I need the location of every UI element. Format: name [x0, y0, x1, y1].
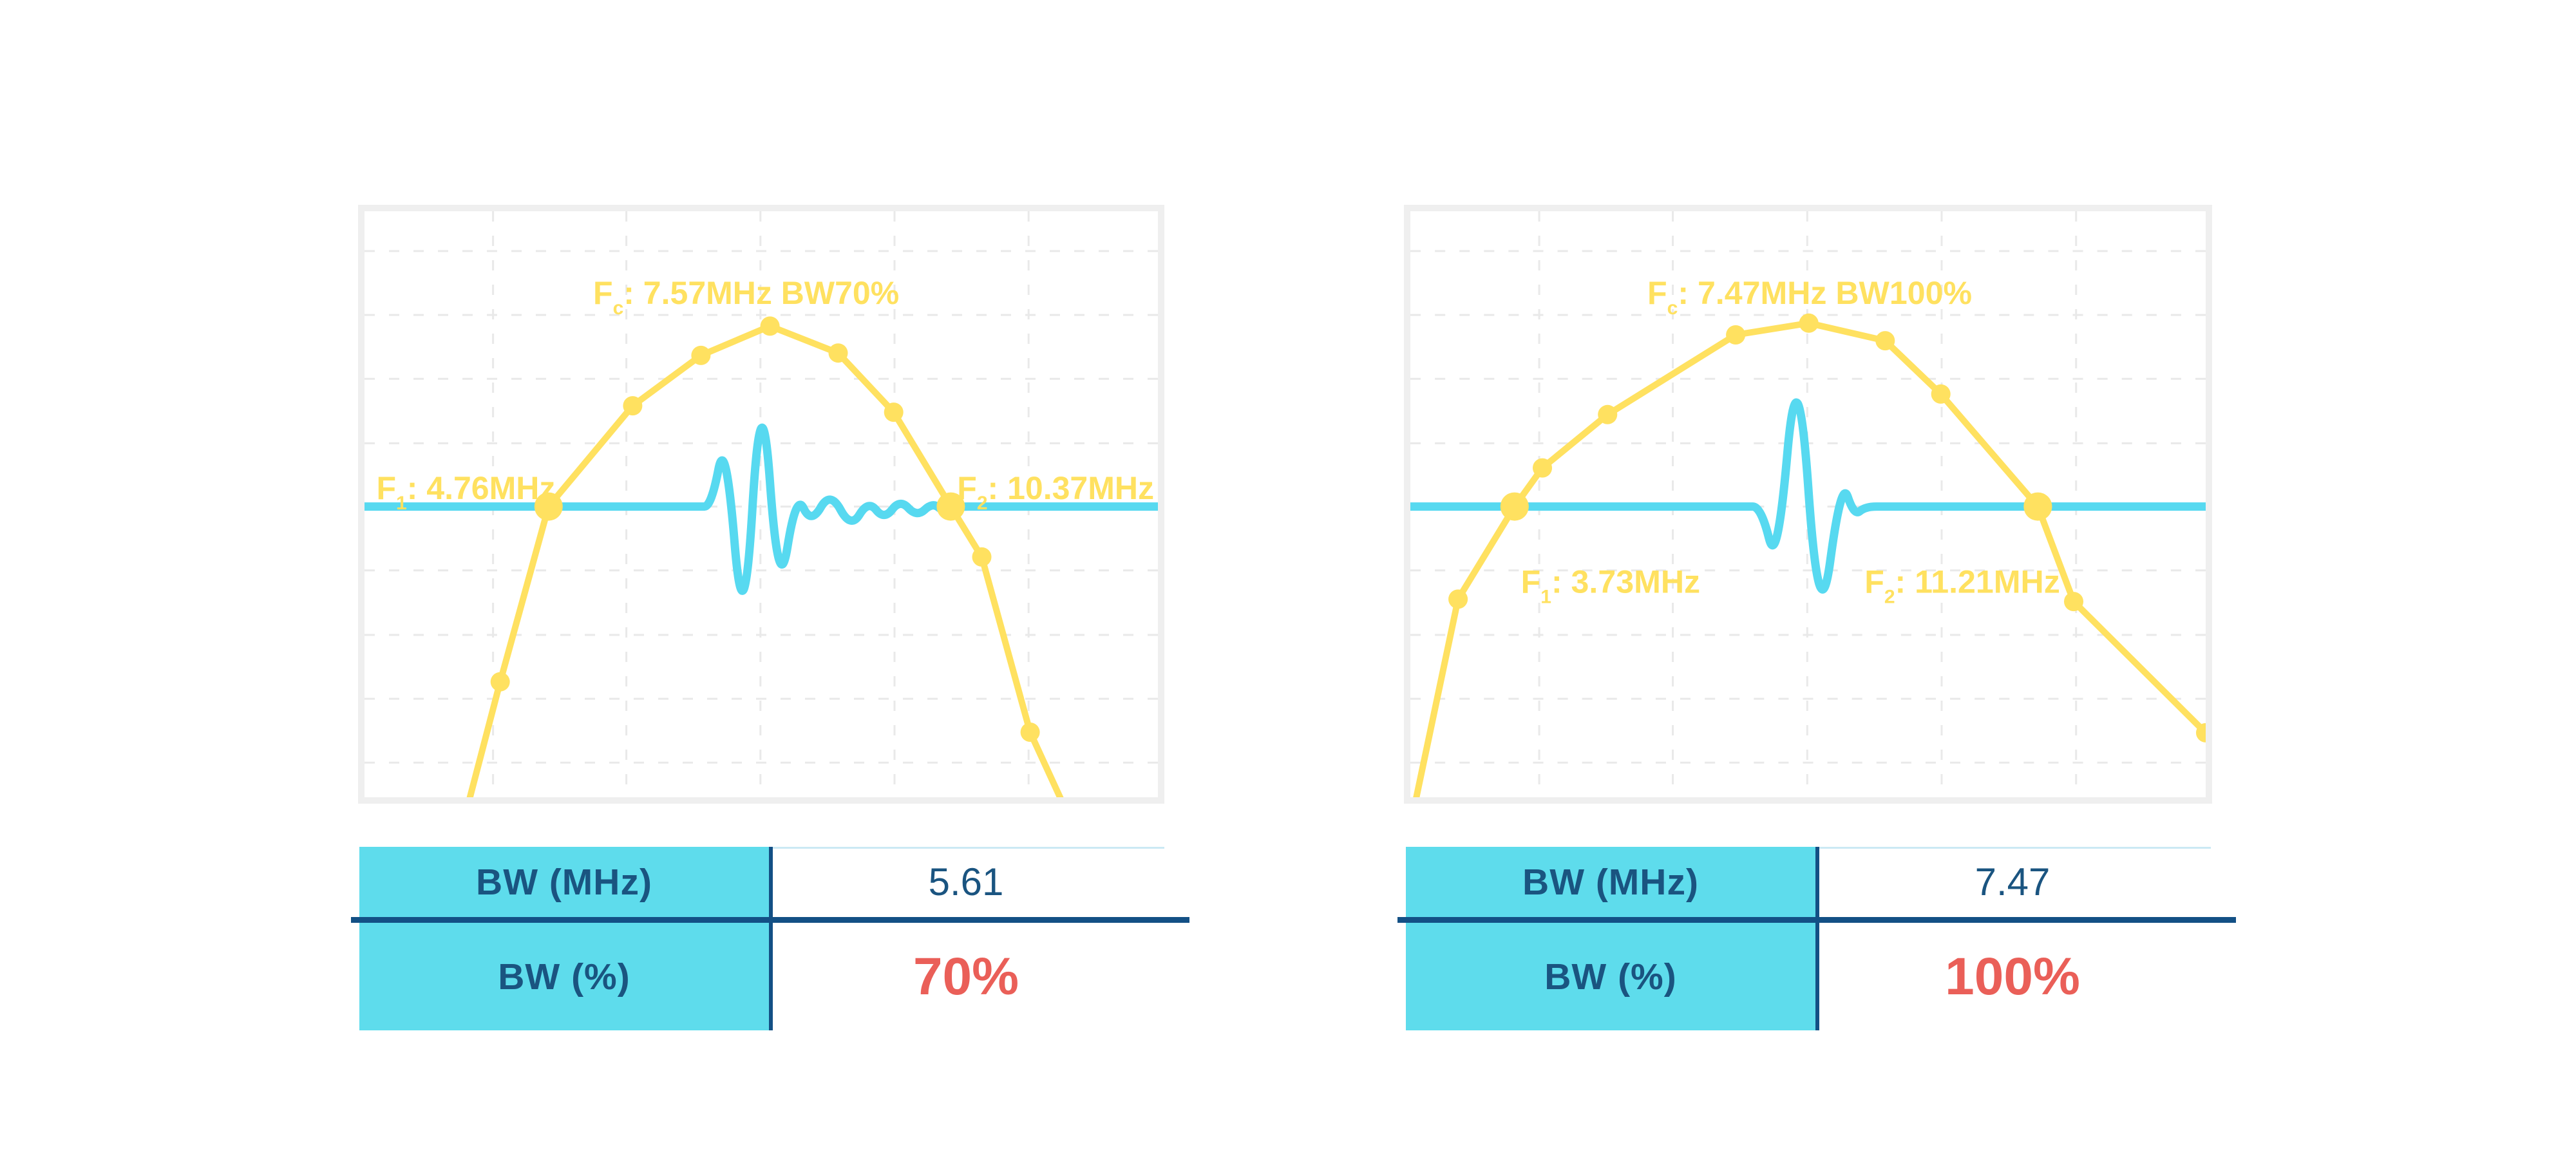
table-label-column [359, 847, 769, 1030]
fc-annotation: Fc: 7.47MHz BW100% [1647, 275, 1972, 319]
spectrum-panel-left: Fc: 7.57MHz BW70% F1: 4.76MHz F2: 10.37MHz [358, 205, 1164, 804]
spectrum-panel-right: Fc: 7.47MHz BW100% F1: 3.73MHz F2: 11.21MH… [1404, 205, 2212, 804]
data-point-marker [1598, 404, 1618, 424]
data-point-marker [2195, 723, 2206, 743]
data-point-marker [1726, 325, 1746, 345]
spectrum-chart-left: Fc: 7.57MHz BW70% F1: 4.76MHz F2: 10.37MHz [365, 211, 1158, 797]
fc-annotation: Fc: 7.57MHz BW70% [593, 275, 899, 319]
f1-annotation: F1: 3.73MHz [1521, 563, 1700, 607]
bw-mhz-value: 7.47 [1975, 860, 2050, 903]
data-point-marker [760, 316, 780, 336]
table-label-column [1406, 847, 1815, 1030]
table-column-divider [1815, 847, 1819, 1030]
pulse-waveform [365, 423, 1158, 595]
spectrum-curve [1413, 319, 2206, 797]
data-point-marker [623, 396, 643, 416]
data-point-marker [828, 343, 848, 363]
crossing-point-marker [1500, 492, 1529, 521]
bw-pct-value: 100% [1945, 947, 2080, 1006]
f1-annotation: F1: 4.76MHz [377, 470, 556, 514]
data-point-marker [1532, 458, 1553, 478]
table-row-divider [1397, 917, 2236, 923]
data-point-marker [2063, 592, 2084, 612]
table-top-rule [1819, 847, 2211, 849]
spectrum-curve [466, 323, 1064, 797]
f2-annotation: F2: 11.21MHz [1864, 563, 2060, 607]
table-top-rule [773, 847, 1164, 849]
data-point-marker [490, 672, 510, 692]
table-column-divider [769, 847, 773, 1030]
table-row-divider [351, 917, 1189, 923]
bw-mhz-label: BW (MHz) [476, 861, 652, 903]
bw-pct-label: BW (%) [1544, 956, 1677, 998]
data-point-marker [1020, 723, 1040, 742]
data-point-marker [1448, 589, 1468, 609]
bw-pct-label: BW (%) [498, 956, 630, 998]
data-point-marker [884, 402, 904, 422]
data-point-marker [1931, 384, 1951, 404]
bw-table-left: BW (MHz) BW (%) 5.61 70% [351, 847, 1189, 1034]
bw-pct-value: 70% [913, 947, 1019, 1006]
pulse-waveform [1410, 398, 2206, 594]
spectrum-chart-right: Fc: 7.47MHz BW100% F1: 3.73MHz F2: 11.21MH… [1410, 211, 2206, 797]
bw-mhz-label: BW (MHz) [1522, 861, 1699, 903]
crossing-point-marker [936, 492, 965, 521]
bw-mhz-value: 5.61 [928, 860, 1004, 903]
crossing-point-marker [534, 492, 563, 521]
data-point-marker [691, 345, 711, 365]
crossing-point-marker [2023, 492, 2052, 521]
data-point-marker [1875, 331, 1895, 351]
data-point-marker [1799, 313, 1819, 333]
bw-table-right: BW (MHz) BW (%) 7.47 100% [1397, 847, 2236, 1034]
data-point-marker [972, 547, 992, 567]
f2-annotation: F2: 10.37MHz [957, 470, 1154, 514]
